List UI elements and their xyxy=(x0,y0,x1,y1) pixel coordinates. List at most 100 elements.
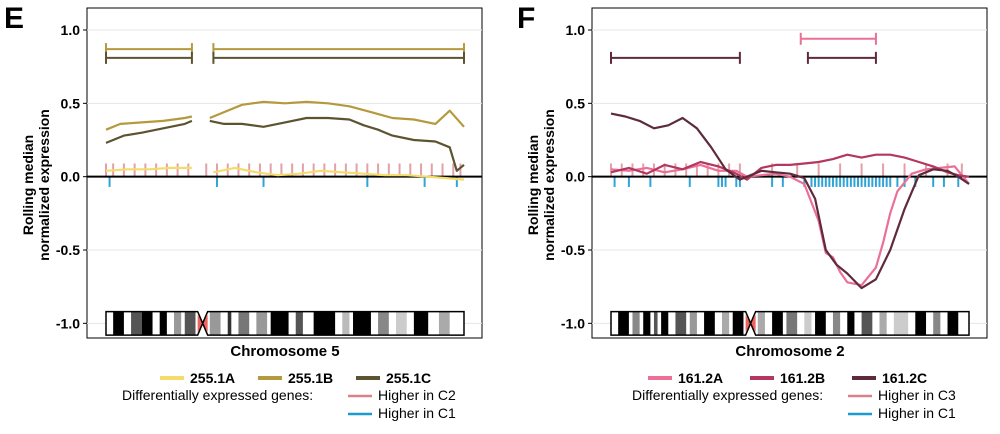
ideogram-outline xyxy=(105,310,465,336)
ideogram-band xyxy=(689,311,697,336)
series-line-255-1b xyxy=(209,100,465,128)
centromere-right xyxy=(202,314,208,333)
region-brackets xyxy=(610,32,877,64)
legend-label-161-2c: 161.2C xyxy=(882,370,927,386)
legend-label-161-2a: 161.2A xyxy=(678,370,723,386)
plot-frame xyxy=(86,7,483,339)
y-tick-label: 1.0 xyxy=(61,22,81,38)
y-tick-label: 0.0 xyxy=(566,169,586,185)
ideogram-band xyxy=(847,311,855,336)
panel-f: F Rolling median normalized expression 1… xyxy=(517,2,988,421)
ideogram-band xyxy=(141,311,153,336)
legend-label-higher-up: Higher in C2 xyxy=(378,387,456,403)
ideogram-band xyxy=(378,311,389,336)
ideogram-band xyxy=(786,311,798,336)
ideogram-band xyxy=(732,311,744,336)
legend-label-higher-down: Higher in C1 xyxy=(378,405,456,421)
ideogram-band xyxy=(270,311,289,336)
series-line-255-1a xyxy=(213,166,465,181)
ideogram-band xyxy=(313,311,336,336)
panel-e: E Rolling median normalized expression 1… xyxy=(4,2,483,421)
y-tick-label: -1.0 xyxy=(56,315,80,331)
x-axis-label: Chromosome 2 xyxy=(735,343,844,360)
ideogram-band xyxy=(395,311,407,336)
ideogram-band xyxy=(947,311,959,336)
legend-label-161-2b: 161.2B xyxy=(780,370,825,386)
ideogram-band xyxy=(643,311,651,336)
y-axis-label-line1: Rolling median xyxy=(20,135,36,235)
y-tick-labels: 1.0 0.5 0.0 -0.5 -1.0 xyxy=(56,22,80,331)
ideogram-outline xyxy=(610,310,970,336)
ideogram-band xyxy=(209,311,221,336)
series-line-161-2c xyxy=(610,112,970,290)
ideogram-band xyxy=(227,311,232,336)
ideogram-band xyxy=(804,311,812,336)
series-line-161-2b xyxy=(610,153,970,181)
ideogram-band xyxy=(238,311,250,336)
y-axis-label-line1: Rolling median xyxy=(525,135,541,235)
panel-letter-f: F xyxy=(517,2,535,35)
ideogram-band xyxy=(757,311,765,336)
series-line-255-1b xyxy=(105,115,193,131)
ideogram-band xyxy=(772,311,783,336)
legend-label-higher-up: Higher in C3 xyxy=(878,387,956,403)
ideogram-band xyxy=(675,311,687,336)
series-line-255-1a xyxy=(105,166,192,172)
ideogram-band xyxy=(832,311,841,336)
legend-label-255-1c: 255.1C xyxy=(386,370,431,386)
ideogram-band xyxy=(353,311,371,336)
series-line-255-1c xyxy=(209,116,465,172)
ideogram-band xyxy=(413,311,429,336)
deg-ticks-higher-c1 xyxy=(613,176,960,187)
ideogram-band xyxy=(632,311,640,336)
ideogram-band xyxy=(815,311,826,336)
chromosome-ideogram xyxy=(105,310,465,336)
legend: 161.2A 161.2B 161.2C Differentially expr… xyxy=(632,370,956,421)
plot-frame xyxy=(591,7,988,339)
legend-label-255-1a: 255.1A xyxy=(190,370,235,386)
series-line-255-1c xyxy=(105,119,193,144)
legend-label-255-1b: 255.1B xyxy=(288,370,333,386)
ideogram-band xyxy=(861,311,873,336)
y-tick-label: 0.5 xyxy=(566,95,586,111)
chromosome-ideogram xyxy=(610,310,970,336)
region-brackets xyxy=(105,43,465,64)
y-tick-label: 1.0 xyxy=(566,22,586,38)
ideogram-band xyxy=(113,311,124,336)
y-axis-label-line2: normalized expression xyxy=(36,109,52,261)
x-axis-label: Chromosome 5 xyxy=(230,343,339,360)
legend-deg-title: Differentially expressed genes: xyxy=(632,387,823,403)
series-lines xyxy=(610,112,970,290)
centromere-left xyxy=(745,314,751,333)
ideogram-band xyxy=(438,311,450,336)
legend-label-higher-down: Higher in C1 xyxy=(878,405,956,421)
deg-ticks-higher-c1 xyxy=(108,176,458,187)
legend: 255.1A 255.1B 255.1C Differentially expr… xyxy=(122,370,456,421)
ideogram-band xyxy=(342,311,350,336)
y-tick-label: -0.5 xyxy=(56,242,80,258)
y-tick-label: -1.0 xyxy=(561,315,585,331)
y-tick-labels: 1.0 0.5 0.0 -0.5 -1.0 xyxy=(561,22,585,331)
ideogram-band xyxy=(184,311,196,336)
series-lines xyxy=(105,100,465,181)
ideogram-band xyxy=(174,311,182,336)
ideogram-band xyxy=(879,311,887,336)
legend-deg-title: Differentially expressed genes: xyxy=(122,387,313,403)
ideogram-band xyxy=(159,311,167,336)
ideogram-band xyxy=(653,311,658,336)
ideogram-band xyxy=(295,311,303,336)
centromere-right xyxy=(750,314,756,333)
ideogram-band xyxy=(933,311,941,336)
ideogram-band xyxy=(256,311,268,336)
ideogram-band xyxy=(893,311,909,336)
panel-letter-e: E xyxy=(4,2,24,35)
y-tick-label: 0.5 xyxy=(61,95,81,111)
centromere-left xyxy=(197,314,203,333)
ideogram-band xyxy=(704,311,715,336)
y-tick-label: -0.5 xyxy=(561,242,585,258)
ideogram-band xyxy=(618,311,629,336)
ideogram-band xyxy=(915,311,927,336)
y-tick-label: 0.0 xyxy=(61,169,81,185)
ideogram-band xyxy=(721,311,730,336)
